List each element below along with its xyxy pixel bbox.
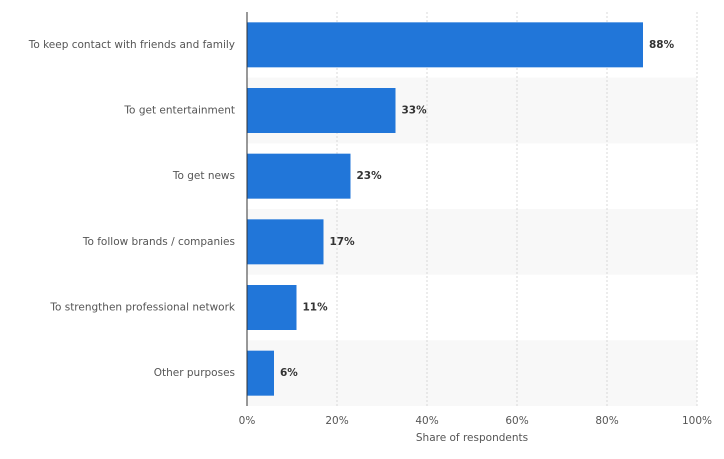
x-tick-label: 0% xyxy=(239,415,256,427)
value-label: 6% xyxy=(280,367,298,379)
x-tick-label: 100% xyxy=(682,415,712,427)
value-label: 17% xyxy=(330,236,356,248)
y-tick-label: Other purposes xyxy=(154,367,235,379)
x-tick-label: 60% xyxy=(505,415,528,427)
value-label: 33% xyxy=(402,105,428,117)
value-label: 11% xyxy=(303,302,329,314)
bar xyxy=(247,219,324,265)
y-tick-label: To get news xyxy=(172,170,235,182)
value-label: 88% xyxy=(649,39,675,51)
bar xyxy=(247,285,297,330)
y-tick-label: To get entertainment xyxy=(123,105,235,117)
bar xyxy=(247,22,643,68)
x-tick-label: 40% xyxy=(415,415,438,427)
x-tick-label: 20% xyxy=(325,415,348,427)
bar xyxy=(247,88,396,133)
y-tick-label: To follow brands / companies xyxy=(82,236,235,248)
x-tick-label: 80% xyxy=(595,415,618,427)
y-tick-label: To keep contact with friends and family xyxy=(28,39,235,51)
bar xyxy=(247,153,351,199)
bar xyxy=(247,350,274,396)
value-label: 23% xyxy=(357,170,383,182)
y-tick-label: To strengthen professional network xyxy=(49,302,236,314)
row-band xyxy=(247,340,697,406)
x-axis-title: Share of respondents xyxy=(416,432,528,444)
